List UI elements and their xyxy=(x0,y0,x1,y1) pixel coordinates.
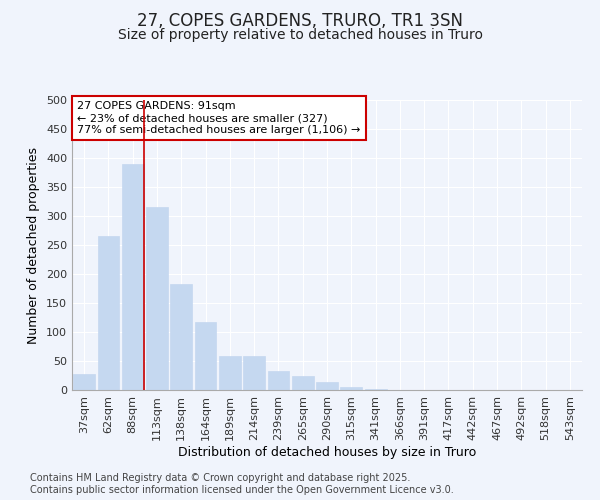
Bar xyxy=(292,376,314,390)
Text: 27 COPES GARDENS: 91sqm
← 23% of detached houses are smaller (327)
77% of semi-d: 27 COPES GARDENS: 91sqm ← 23% of detache… xyxy=(77,102,361,134)
Bar xyxy=(97,236,119,390)
Bar xyxy=(268,372,289,390)
Bar xyxy=(170,284,192,390)
Text: Size of property relative to detached houses in Truro: Size of property relative to detached ho… xyxy=(118,28,482,42)
Y-axis label: Number of detached properties: Number of detached properties xyxy=(28,146,40,344)
Text: Contains HM Land Registry data © Crown copyright and database right 2025.
Contai: Contains HM Land Registry data © Crown c… xyxy=(30,474,454,495)
Bar xyxy=(316,382,338,390)
Bar xyxy=(340,387,362,390)
Text: 27, COPES GARDENS, TRURO, TR1 3SN: 27, COPES GARDENS, TRURO, TR1 3SN xyxy=(137,12,463,30)
Bar xyxy=(243,356,265,390)
Bar xyxy=(146,208,168,390)
Bar xyxy=(73,374,95,390)
X-axis label: Distribution of detached houses by size in Truro: Distribution of detached houses by size … xyxy=(178,446,476,458)
Bar xyxy=(122,164,143,390)
Bar xyxy=(194,322,217,390)
Bar xyxy=(219,356,241,390)
